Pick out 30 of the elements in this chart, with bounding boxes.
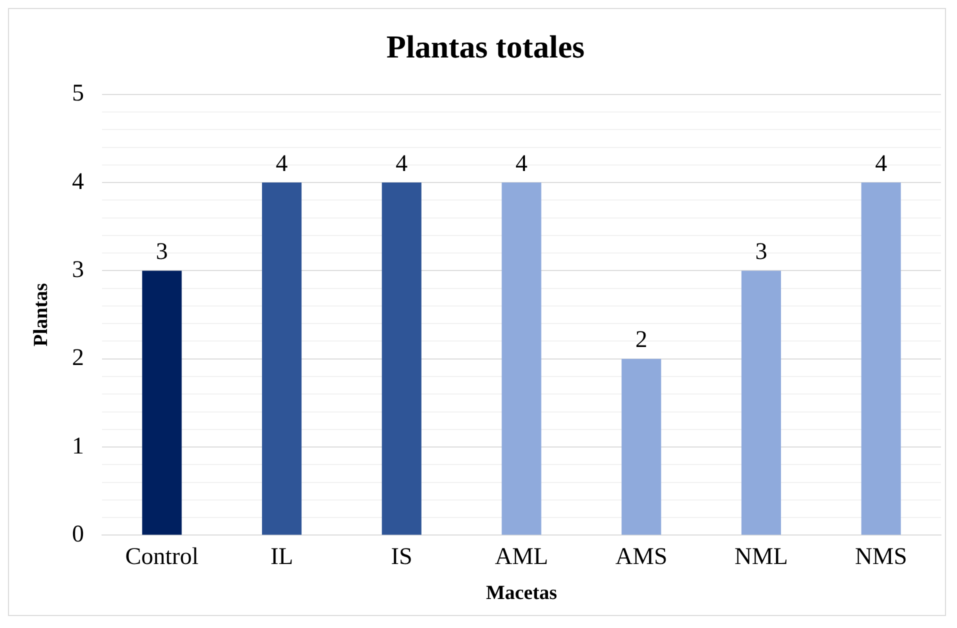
bar [142,270,182,535]
data-label: 2 [635,327,648,354]
y-axis-title: Plantas [30,282,52,346]
y-tick-label: 0 [72,521,84,548]
bar [502,182,542,535]
bar [262,182,302,535]
x-axis-title: Macetas [486,582,558,604]
y-tick-label: 5 [72,80,84,107]
x-tick-label: Control [125,544,199,570]
x-tick-label: IL [270,544,294,570]
data-label: 3 [156,239,168,266]
bar [861,182,901,535]
x-tick-label: IS [390,544,412,570]
y-tick-label: 1 [72,433,84,460]
y-tick-label: 3 [72,257,84,284]
chart-title: Plantas totales [386,28,585,64]
x-tick-label: NMS [855,544,908,570]
data-label: 4 [875,150,888,177]
y-tick-label: 2 [72,345,84,372]
x-tick-label: AML [494,544,548,570]
bar [741,270,781,535]
x-tick-label: NML [734,544,788,570]
data-label: 4 [276,150,288,177]
bar [382,182,422,535]
data-label: 3 [755,239,768,266]
data-label: 4 [516,150,528,177]
y-tick-label: 4 [72,168,84,195]
x-tick-label: AMS [615,544,668,570]
bar [622,358,662,535]
data-label: 4 [396,150,408,177]
